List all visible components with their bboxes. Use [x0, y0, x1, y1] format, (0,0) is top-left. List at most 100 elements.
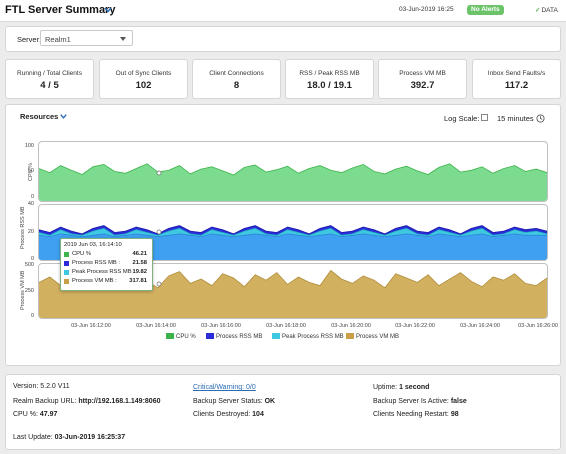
kpi-out-of-sync[interactable]: Out of Sync Clients 102: [99, 59, 188, 99]
y-tick: 250: [24, 288, 34, 294]
uptime: Uptime: 1 second: [373, 384, 429, 391]
server-select-value: Realm1: [45, 34, 71, 44]
series-area-cpu-: [39, 163, 547, 201]
kpi-label: Client Connections: [209, 70, 264, 77]
legend-swatch: [206, 333, 214, 339]
version-text: Version: 5.2.0 V11: [13, 383, 70, 390]
tooltip-series-name: CPU %: [72, 251, 92, 257]
legend-label: Peak Process RSS MB: [282, 334, 344, 341]
legend-item-cpu[interactable]: CPU %: [166, 333, 196, 342]
legend-item-rss[interactable]: Process RSS MB: [206, 333, 263, 342]
log-scale-checkbox[interactable]: [481, 114, 488, 121]
tooltip-series-name: Process VM MB :: [72, 278, 117, 284]
tooltip-series-name: Process RSS MB :: [72, 260, 120, 266]
backup-active: Backup Server Is Active: false: [373, 398, 467, 405]
server-label: Server:: [17, 35, 42, 44]
backup-status-value: OK: [264, 398, 276, 405]
hover-marker: [156, 229, 162, 235]
legend-label: Process RSS MB: [216, 334, 263, 341]
backup-active-value: false: [450, 398, 467, 405]
last-update: Last Update: 03-Jun-2019 16:25:37: [13, 434, 125, 441]
x-tick: 03-Jun 16:24:00: [460, 323, 500, 329]
kpi-label: Inbox Send Faults/s: [487, 70, 546, 77]
kpi-value: 392.7: [410, 80, 435, 91]
critical-warning-link[interactable]: Critical/Warning: 0/0: [193, 384, 256, 391]
x-tick: 03-Jun 16:16:00: [201, 323, 241, 329]
x-tick: 03-Jun 16:22:00: [395, 323, 435, 329]
last-update-value: 03-Jun-2019 16:25:37: [54, 434, 126, 441]
chevron-down-icon[interactable]: [103, 5, 113, 15]
chart-tooltip: 2019 Jun 03, 16:14:10 CPU % 46.21 Proces…: [60, 238, 153, 291]
tooltip-series-name: Peak Process RSS MB :: [72, 269, 135, 275]
y-tick: 100: [24, 143, 34, 149]
legend-swatch: [166, 333, 174, 339]
caret-down-icon: [120, 37, 126, 41]
backup-url: Realm Backup URL: http://192.168.1.149:8…: [13, 398, 160, 405]
backup-status: Backup Server Status: OK: [193, 398, 275, 405]
legend-swatch: [346, 333, 354, 339]
kpi-client-connections[interactable]: Client Connections 8: [192, 59, 281, 99]
log-scale-label: Log Scale:: [444, 114, 480, 123]
cpu-info-label: CPU %:: [13, 411, 38, 418]
backup-status-label: Backup Server Status:: [193, 398, 263, 405]
info-panel: [5, 374, 561, 450]
backup-active-label: Backup Server Is Active:: [373, 398, 449, 405]
kpi-label: RSS / Peak RSS MB: [299, 70, 360, 77]
hover-marker: [156, 281, 162, 287]
kpi-label: Process VM MB: [399, 70, 446, 77]
server-select[interactable]: Realm1: [40, 30, 133, 46]
clock-icon[interactable]: [536, 114, 545, 123]
kpi-inbox-send-faults[interactable]: Inbox Send Faults/s 117.2: [472, 59, 561, 99]
x-tick: 03-Jun 16:20:00: [331, 323, 371, 329]
tooltip-swatch: [64, 252, 69, 257]
tooltip-row: Peak Process RSS MB : 19.82: [64, 268, 149, 277]
legend-item-peak-rss[interactable]: Peak Process RSS MB: [272, 333, 344, 342]
resources-title[interactable]: Resources: [20, 112, 59, 121]
kpi-rss[interactable]: RSS / Peak RSS MB 18.0 / 19.1: [285, 59, 374, 99]
clients-restart-label: Clients Needing Restart:: [373, 411, 449, 418]
clients-restart-value: 98: [450, 411, 459, 418]
legend-label: CPU %: [176, 334, 196, 341]
y-tick: 50: [27, 168, 34, 174]
hover-marker: [156, 170, 162, 176]
legend-item-vm[interactable]: Process VM MB: [346, 333, 400, 342]
legend-label: Process VM MB: [356, 334, 400, 341]
series-line-peak-process-rss-mb: [39, 227, 547, 236]
cpu-plot-svg: [39, 163, 547, 201]
timestamp: 03-Jun-2019 16:25: [399, 6, 454, 13]
title-bar: FTL Server Summary 03-Jun-2019 16:25 No …: [0, 0, 566, 22]
y-tick: 0: [30, 256, 34, 262]
kpi-value: 117.2: [504, 80, 529, 91]
tooltip-swatch: [64, 270, 69, 275]
alert-badge[interactable]: No Alerts: [467, 5, 504, 15]
y-tick: 20: [27, 229, 34, 235]
backup-url-label: Realm Backup URL:: [13, 398, 77, 405]
tooltip-series-value: 19.82: [132, 269, 147, 275]
clients-destroyed: Clients Destroyed: 104: [193, 411, 264, 418]
series-line-cpu-: [39, 163, 547, 176]
rss-axis-label: Process RSS MB: [20, 206, 26, 249]
tooltip-series-value: 21.58: [132, 260, 147, 266]
page-title: FTL Server Summary: [5, 4, 116, 16]
series-area-process-vm-mb: [39, 270, 547, 318]
cpu-info: CPU %: 47.97: [13, 411, 57, 418]
kpi-value: 4 / 5: [40, 80, 59, 91]
kpi-value: 18.0 / 19.1: [307, 80, 352, 91]
y-tick: 500: [24, 262, 34, 268]
time-range-label[interactable]: 15 minutes: [497, 114, 534, 123]
legend-swatch: [272, 333, 280, 339]
y-tick: 40: [27, 201, 34, 207]
clients-restart: Clients Needing Restart: 98: [373, 411, 459, 418]
rss-plot-svg: [39, 225, 547, 260]
chevron-down-icon[interactable]: [59, 112, 68, 121]
x-tick: 03-Jun 16:18:00: [266, 323, 306, 329]
series-line-process-rss-mb: [39, 225, 547, 235]
kpi-value: 8: [233, 80, 240, 91]
tooltip-row: Process VM MB : 317.81: [64, 277, 149, 286]
cpu-plot: [38, 141, 548, 202]
kpi-running-clients[interactable]: Running / Total Clients 4 / 5: [5, 59, 94, 99]
backup-url-value: http://192.168.1.149:8060: [78, 398, 161, 405]
last-update-label: Last Update:: [13, 434, 53, 441]
tooltip-date: 2019 Jun 03, 16:14:10: [64, 242, 122, 248]
kpi-process-vm[interactable]: Process VM MB 392.7: [378, 59, 467, 99]
